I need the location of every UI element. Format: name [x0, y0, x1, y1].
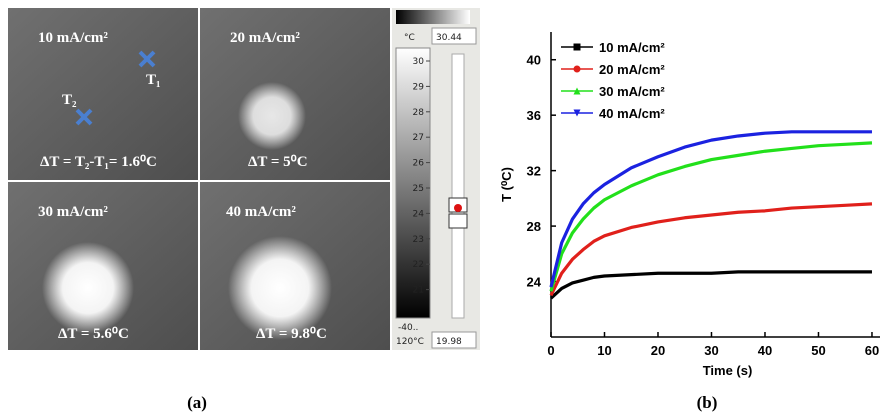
series-line: [549, 270, 872, 300]
colorbar-tick-label: 25: [413, 184, 424, 194]
panel-caption: (b): [697, 393, 718, 412]
delta-t: ΔT = 5⁰C: [248, 154, 308, 170]
x-tick-label: 10: [597, 343, 611, 358]
x-axis-label: Time (s): [703, 363, 753, 378]
panel-caption: (a): [187, 393, 207, 412]
series-line: [549, 141, 873, 292]
panel-label: 40 mA/cm²: [226, 204, 296, 220]
colorbar-tick-label: 26: [413, 159, 425, 169]
delta-t: ΔT = 9.8⁰C: [256, 326, 327, 342]
y-tick-label: 36: [527, 108, 541, 123]
point-marker: [138, 50, 156, 68]
thermal-images: 10 mA/cm² T₁ T₂ ΔT = T₂-T₁= 1.6⁰C 20 mA/…: [8, 8, 390, 350]
x-tick-label: 20: [651, 343, 665, 358]
colorbar-ticks: 30 29 28 27 26 25 24 23 22 21: [413, 57, 430, 296]
palette-strip: [396, 10, 470, 24]
legend-marker: [573, 65, 581, 73]
hot-spot: [42, 242, 134, 334]
colorbar-tick-label: 27: [413, 133, 424, 143]
point-marker: [75, 108, 93, 126]
y-tick-label: 40: [527, 53, 541, 68]
legend-marker: [573, 43, 581, 51]
colorbar-tick-label: 30: [413, 57, 425, 67]
point-label: T₁: [146, 72, 161, 88]
colorbar-tick-label: 28: [413, 108, 425, 118]
slider-track: [451, 53, 465, 319]
colorbar: [395, 47, 431, 319]
colorbar-tick-label: 29: [413, 82, 425, 92]
delta-t: ΔT = 5.6⁰C: [58, 326, 129, 342]
y-tick-label: 28: [527, 219, 541, 234]
slider-dot: [454, 204, 462, 212]
thermal-image: [8, 8, 198, 180]
legend-label: 30 mA/cm²: [599, 84, 665, 99]
hot-spot: [228, 236, 332, 340]
panel-label: 30 mA/cm²: [38, 204, 108, 220]
colorbar-min: 19.98: [436, 337, 462, 347]
colorbar-unit: °C: [404, 33, 415, 43]
delta-t: ΔT = T₂-T₁= 1.6⁰C: [40, 154, 157, 170]
x-tick-label: 60: [865, 343, 879, 358]
x-tick-label: 50: [811, 343, 825, 358]
x-tick-label: 40: [758, 343, 772, 358]
hot-spot: [238, 82, 306, 150]
line-chart: 24 28 32 36 40 0 10 20 30 40 50 60 Time (s) T (⁰C) 10 …: [499, 32, 880, 378]
y-axis-label: T (⁰C): [499, 167, 514, 202]
legend-label: 40 mA/cm²: [599, 106, 665, 121]
value-box: [431, 331, 477, 349]
value-box: [431, 27, 477, 45]
colorbar-tick-label: 24: [413, 209, 425, 219]
y-tick-label: 32: [527, 164, 541, 179]
series-line: [549, 130, 872, 288]
legend-marker: [573, 87, 581, 95]
series-line: [549, 202, 873, 297]
x-tick-label: 30: [704, 343, 718, 358]
legend-marker: [573, 109, 581, 117]
legend-label: 10 mA/cm²: [599, 40, 665, 55]
slider-handle: [448, 213, 468, 229]
colorbar-max: 30.44: [436, 33, 462, 43]
x-tick-label: 0: [547, 343, 554, 358]
colorbar-tick-label: 23: [413, 235, 424, 245]
point-label: T₂: [62, 92, 77, 108]
panel-label: 20 mA/cm²: [230, 30, 300, 46]
panel-label: 10 mA/cm²: [38, 30, 108, 46]
y-tick-label: 24: [527, 275, 542, 290]
legend-label: 20 mA/cm²: [599, 62, 665, 77]
range-high: 120°C: [396, 337, 424, 347]
colorbar-panel: 30.44 °C 30 29 28 27 26 25 24 23 22 21 -40.. 120°…: [392, 8, 480, 350]
colorbar-tick-label: 21: [413, 286, 424, 296]
colorbar-tick-label: 22: [413, 260, 424, 270]
range-low: -40..: [398, 323, 418, 333]
